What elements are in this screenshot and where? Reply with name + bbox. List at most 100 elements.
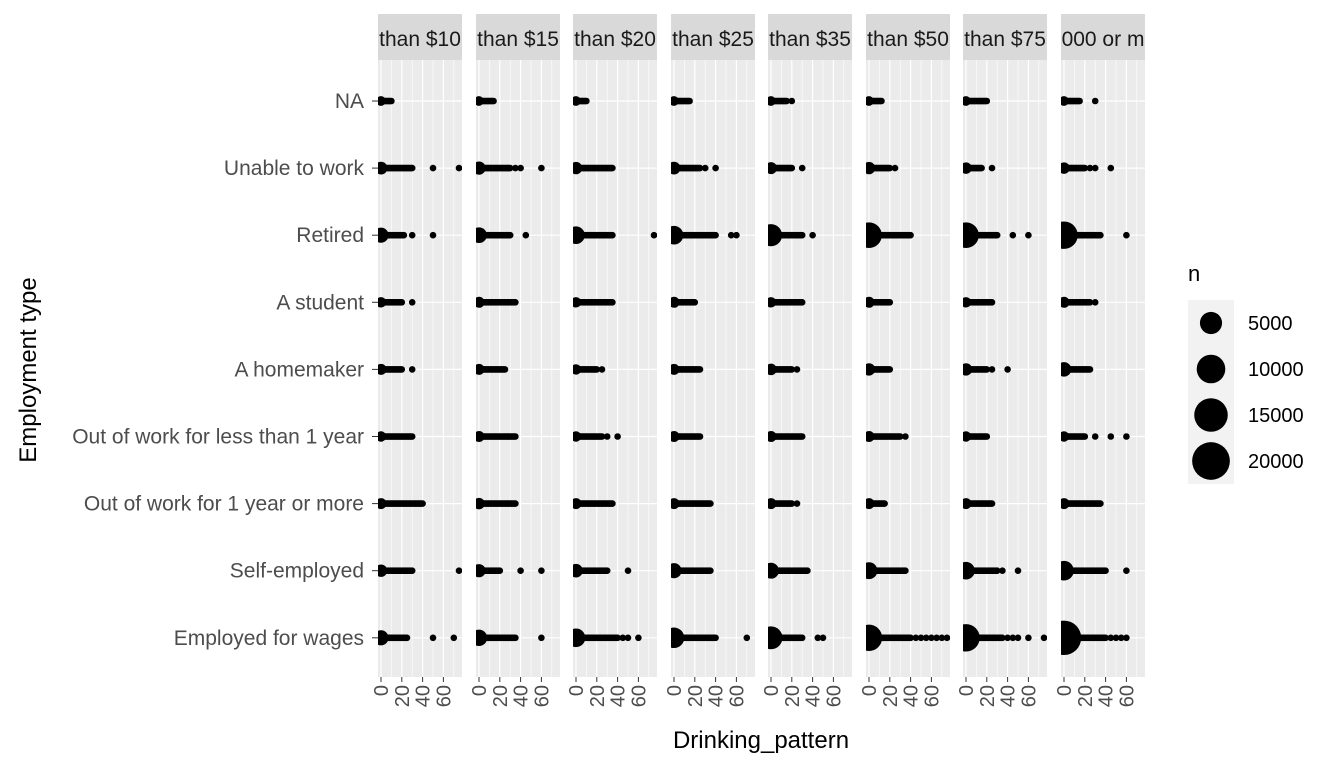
data-point — [917, 634, 925, 642]
data-point — [696, 433, 704, 440]
data-point — [1123, 634, 1130, 642]
strip-background — [1061, 14, 1145, 60]
data-point — [408, 433, 416, 440]
panel-points — [476, 96, 545, 647]
strip-label: than $25 — [672, 28, 754, 51]
data-point — [408, 231, 416, 239]
y-tick-label: Retired — [296, 224, 364, 247]
data-point — [538, 567, 545, 574]
data-point — [388, 97, 395, 105]
y-tick-label: Unable to work — [224, 157, 365, 180]
data-point — [598, 366, 606, 373]
data-point — [788, 500, 796, 507]
x-tick-label: 20 — [685, 685, 707, 707]
data-point — [798, 634, 806, 642]
data-point — [1076, 97, 1083, 105]
data-point — [501, 366, 509, 373]
data-point — [1091, 164, 1099, 172]
strip-label: than $15 — [477, 28, 559, 51]
data-point — [999, 567, 1006, 574]
data-point — [1123, 567, 1130, 574]
legend-label-2: 10000 — [1248, 359, 1304, 381]
data-point — [727, 231, 735, 239]
data-point — [455, 164, 462, 172]
y-tick-label: A student — [276, 291, 364, 314]
data-point — [398, 299, 406, 306]
legend-label-4: 20000 — [1248, 451, 1304, 473]
data-point — [788, 97, 796, 105]
data-point — [403, 634, 411, 642]
x-tick-label: 40 — [803, 685, 825, 707]
data-point — [1117, 634, 1125, 642]
x-tick-label: 60 — [531, 685, 553, 707]
x-tick-label: 40 — [1096, 685, 1118, 707]
panel-points — [866, 96, 950, 651]
data-point — [512, 433, 519, 440]
data-point — [1081, 433, 1089, 440]
facet-panel — [963, 60, 1047, 677]
data-point — [429, 231, 437, 239]
y-tick-label: Out of work for 1 year or more — [84, 493, 364, 516]
y-tick-label: A homemaker — [234, 358, 364, 381]
legend-key-circle — [1192, 442, 1230, 480]
data-point — [1107, 433, 1115, 440]
data-point — [788, 366, 796, 373]
y-tick-label: Employed for wages — [174, 627, 364, 650]
strip-label: than $20 — [574, 28, 656, 51]
data-point — [707, 500, 714, 507]
data-point — [743, 634, 751, 642]
data-point — [429, 634, 437, 642]
strip-background — [573, 14, 657, 60]
x-tick-label: 0 — [664, 685, 686, 696]
facet-strips: than $10 than $15 than $20 than $25 than $35… — [378, 14, 1145, 60]
legend-title: n — [1188, 261, 1200, 286]
data-point — [907, 231, 914, 239]
facet-strip: than $15 — [476, 14, 560, 60]
panel-points — [963, 96, 1047, 652]
facet-strip: than $75 — [963, 14, 1047, 60]
strip-label: than $50 — [867, 28, 949, 51]
data-point — [609, 164, 616, 172]
x-tick-label: 0 — [859, 685, 881, 696]
data-point — [814, 634, 822, 642]
legend-key-circle — [1196, 354, 1226, 384]
data-point — [1123, 433, 1130, 440]
data-point — [881, 500, 888, 507]
x-tick-label: 20 — [1075, 685, 1097, 707]
data-point — [400, 231, 408, 239]
y-axis-title: Employment type — [15, 277, 42, 462]
data-point — [798, 231, 806, 239]
facet-strip: than $10 — [378, 14, 462, 60]
data-point — [902, 567, 909, 574]
data-point — [1014, 567, 1022, 574]
data-point — [793, 500, 801, 507]
x-tick-label: 20 — [490, 685, 512, 707]
data-point — [635, 634, 642, 642]
x-tick-label: 20 — [880, 685, 902, 707]
data-point — [978, 164, 985, 172]
panel-points — [378, 96, 462, 646]
panel-points — [1061, 96, 1130, 656]
data-point — [712, 164, 719, 172]
data-point — [809, 231, 816, 239]
strip-label: than $35 — [769, 28, 851, 51]
legend-label-1: 5000 — [1248, 313, 1293, 335]
panel-points — [768, 96, 827, 650]
facet-panel — [671, 60, 755, 677]
x-tick-label: 40 — [901, 685, 923, 707]
data-point — [712, 634, 719, 642]
y-tick-label: NA — [335, 90, 364, 113]
data-point — [999, 634, 1006, 642]
data-point — [686, 97, 693, 105]
data-point — [1107, 164, 1115, 172]
x-tick-label: 20 — [392, 685, 414, 707]
facet-panel — [476, 60, 560, 677]
x-tick-label: 60 — [726, 685, 748, 707]
data-point — [696, 366, 704, 373]
data-point — [922, 634, 930, 642]
facet-strip: than $50 — [866, 14, 950, 60]
strip-label: than $75 — [964, 28, 1046, 51]
data-point — [538, 164, 545, 172]
data-point — [1025, 634, 1032, 642]
